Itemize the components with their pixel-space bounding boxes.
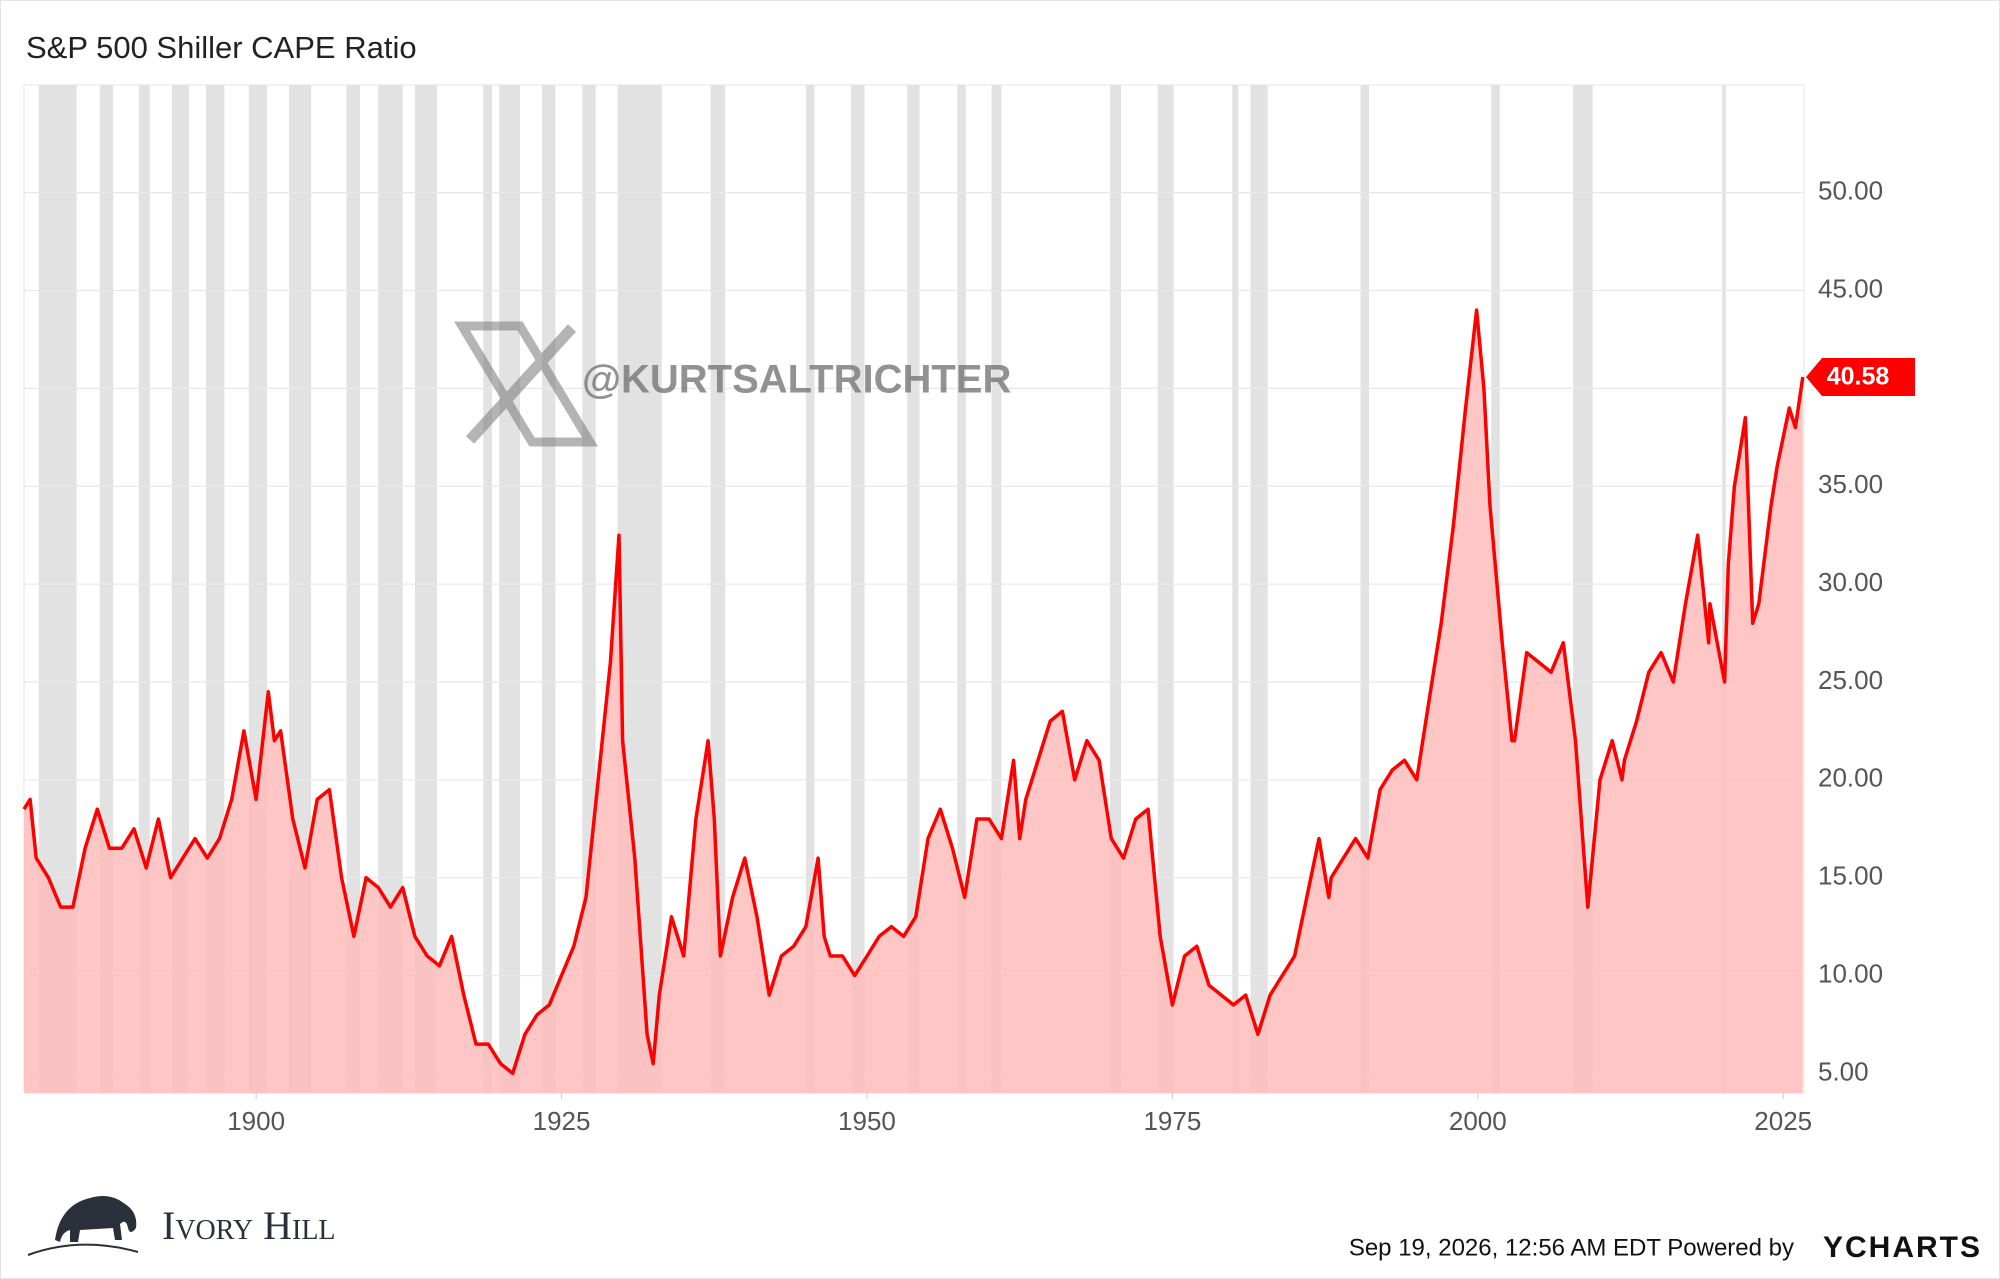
recession-band xyxy=(138,85,150,1093)
chart-title: S&P 500 Shiller CAPE Ratio xyxy=(26,30,417,65)
recession-band xyxy=(851,85,865,1093)
area xyxy=(24,310,1803,1094)
y-tick-label: 5.00 xyxy=(1818,1056,1869,1086)
y-tick-label: 45.00 xyxy=(1818,273,1883,303)
y-tick-label: 35.00 xyxy=(1818,469,1883,499)
line xyxy=(22,308,1805,1076)
y-tick-label: 25.00 xyxy=(1818,665,1883,695)
recession-band xyxy=(346,85,360,1093)
y-tick-label: 15.00 xyxy=(1818,861,1883,891)
recession-band xyxy=(957,85,966,1093)
x-tick-label: 2000 xyxy=(1449,1106,1507,1136)
x-tick-label: 1950 xyxy=(838,1106,896,1136)
last-value-callout xyxy=(1806,358,1915,397)
recession-band xyxy=(541,85,556,1093)
y-tick-label: 50.00 xyxy=(1818,176,1883,206)
recession-band xyxy=(991,85,1002,1093)
recession-band xyxy=(907,85,920,1093)
x-tick-label: 1925 xyxy=(533,1106,591,1136)
x-tick-label: 2025 xyxy=(1754,1106,1812,1136)
brand-name: Ivory Hill xyxy=(162,1203,336,1248)
recession-band xyxy=(1360,85,1370,1093)
brand-logo xyxy=(27,1196,139,1256)
footer-text: Sep 19, 2026, 12:56 AM EDT Powered by xyxy=(1349,1234,1794,1261)
y-tick-label: 20.00 xyxy=(1818,763,1883,793)
recession-band xyxy=(1232,85,1239,1093)
recession-band xyxy=(1250,85,1268,1093)
plot-area: 5.0010.0015.0020.0025.0030.0035.0040.004… xyxy=(22,84,1883,1136)
recession-band xyxy=(483,85,492,1093)
recession-band xyxy=(805,85,815,1093)
recession-band xyxy=(1157,85,1174,1093)
recession-band xyxy=(1110,85,1122,1093)
last-value-label: 40.58 xyxy=(1827,363,1890,391)
x-tick-label: 1900 xyxy=(227,1106,285,1136)
recession-band xyxy=(499,85,521,1093)
watermark-logo xyxy=(454,321,598,447)
x-tick-label: 1975 xyxy=(1143,1106,1201,1136)
recession-band xyxy=(1722,85,1726,1093)
recession-band xyxy=(171,85,189,1093)
y-tick-label: 30.00 xyxy=(1818,567,1883,597)
y-tick-label: 10.00 xyxy=(1818,958,1883,988)
footer-logo: YCHARTS xyxy=(1823,1231,1982,1264)
watermark-text: @KURTSALTRICHTER xyxy=(582,358,1011,402)
recession-band xyxy=(414,85,437,1093)
